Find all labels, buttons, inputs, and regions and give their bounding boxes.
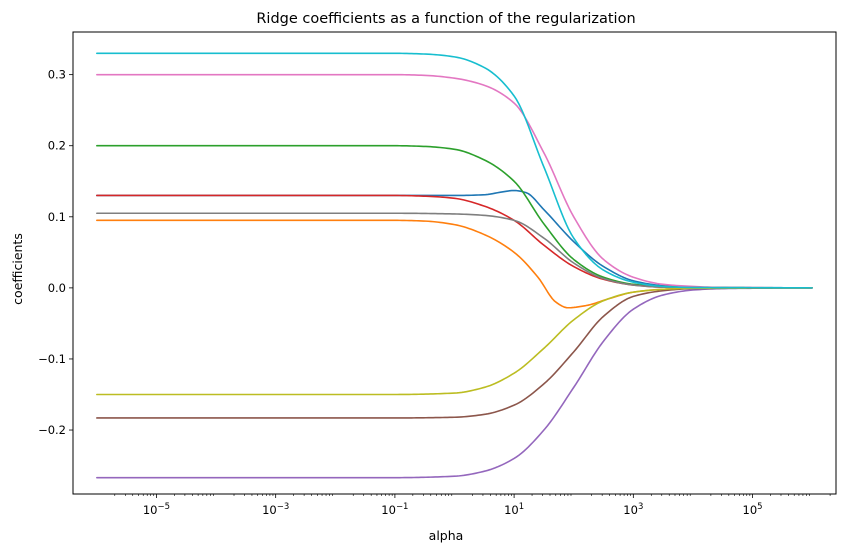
y-axis: −0.2 −0.1 0.0 0.1 0.2 0.3 bbox=[38, 68, 73, 437]
x-axis-title: alpha bbox=[429, 528, 464, 543]
x-axis: 10−5 10−3 10−1 101 103 105 bbox=[114, 494, 831, 517]
y-axis-title: coefficients bbox=[10, 233, 25, 305]
x-tick-label: 10−3 bbox=[262, 502, 289, 517]
plot-area bbox=[96, 52, 813, 479]
y-tick-label: 0.2 bbox=[48, 139, 66, 153]
x-tick-label: 10−1 bbox=[381, 502, 408, 517]
series-line-coef-7 bbox=[96, 73, 813, 289]
x-tick-label: 10−5 bbox=[143, 502, 170, 517]
chart-title: Ridge coefficients as a function of the … bbox=[256, 11, 635, 27]
y-tick-label: 0.3 bbox=[48, 68, 66, 82]
y-tick-label: 0.0 bbox=[48, 281, 66, 295]
y-tick-label: −0.2 bbox=[38, 423, 66, 437]
x-tick-label: 103 bbox=[623, 502, 643, 517]
series-line-coef-10 bbox=[96, 52, 813, 289]
x-tick-label: 101 bbox=[504, 502, 524, 517]
axes-frame bbox=[72, 31, 837, 495]
y-tick-label: 0.1 bbox=[48, 210, 66, 224]
x-tick-label: 105 bbox=[743, 502, 763, 517]
y-tick-label: −0.1 bbox=[38, 352, 66, 366]
series-line-coef-5 bbox=[96, 287, 813, 479]
